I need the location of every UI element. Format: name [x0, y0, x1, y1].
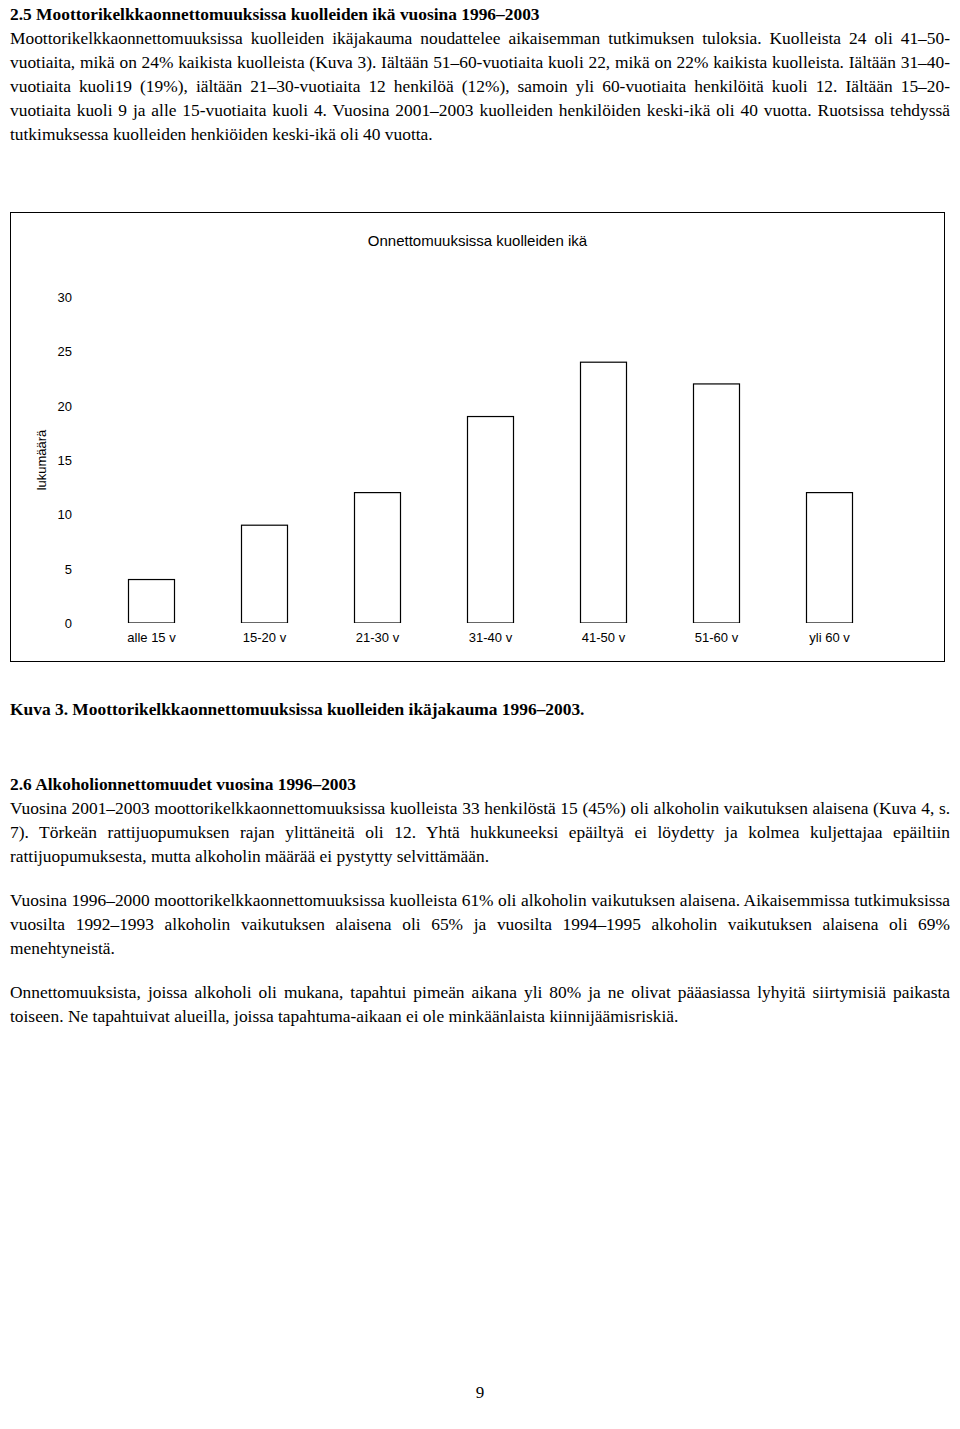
category-label: 51-60 v: [695, 630, 739, 645]
paragraph: Vuosina 2001–2003 moottorikelkkaonnettom…: [10, 796, 950, 868]
bar: [242, 525, 288, 623]
bar: [807, 493, 853, 623]
chart-title: Onnettomuuksissa kuolleiden ikä: [368, 232, 588, 249]
axis-label: lukumäärä: [34, 429, 49, 490]
text-block: 2.6 Alkoholionnettomuudet vuosina 1996–2…: [10, 772, 950, 1028]
bar: [355, 493, 401, 623]
category-label: 31-40 v: [469, 630, 513, 645]
tick-label: 10: [58, 507, 72, 522]
text-block: 2.5 Moottorikelkkaonnettomuuksissa kuoll…: [10, 2, 950, 146]
bar: [581, 362, 627, 623]
paragraph: Vuosina 1996–2000 moottorikelkkaonnettom…: [10, 888, 950, 960]
tick-label: 15: [58, 453, 72, 468]
paragraph: Moottorikelkkaonnettomuuksissa kuolleide…: [10, 26, 950, 146]
category-label: 41-50 v: [582, 630, 626, 645]
bar: [694, 384, 740, 623]
text-block: Kuva 3. Moottorikelkkaonnettomuuksissa k…: [10, 697, 950, 721]
tick-label: 20: [58, 399, 72, 414]
tick-label: 25: [58, 344, 72, 359]
page-number: 9: [0, 1383, 960, 1403]
category-label: 21-30 v: [356, 630, 400, 645]
tick-label: 30: [58, 290, 72, 305]
chart: Onnettomuuksissa kuolleiden ikä lukumäärä…: [10, 212, 945, 662]
heading: 2.6 Alkoholionnettomuudet vuosina 1996–2…: [10, 772, 950, 796]
chart-frame: [11, 213, 945, 662]
category-label: alle 15 v: [127, 630, 176, 645]
bar: [129, 580, 175, 623]
category-label: yli 60 v: [809, 630, 850, 645]
tick-label: 5: [65, 562, 72, 577]
bar: [468, 417, 514, 623]
bars: [129, 362, 853, 623]
category-label: 15-20 v: [243, 630, 287, 645]
paragraph: Onnettomuuksista, joissa alkoholi oli mu…: [10, 980, 950, 1028]
heading: 2.5 Moottorikelkkaonnettomuuksissa kuoll…: [10, 2, 950, 26]
heading: Kuva 3. Moottorikelkkaonnettomuuksissa k…: [10, 697, 950, 721]
tick-label: 0: [65, 616, 72, 631]
